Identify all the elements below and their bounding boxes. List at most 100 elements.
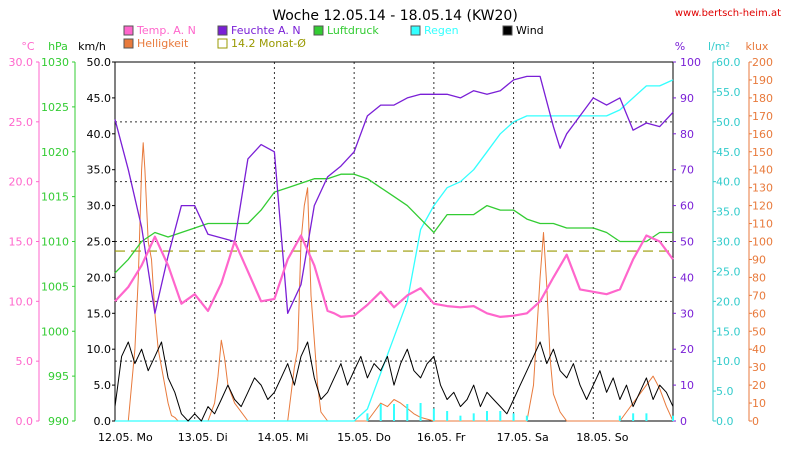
rain-bar [393, 404, 395, 421]
axis-tick-label: 1025 [41, 101, 69, 114]
axis-tick-label: 200 [752, 56, 773, 69]
axis-unit-label: °C [21, 40, 35, 53]
rain-bar [459, 415, 462, 421]
axis-tick-label: 10.0 [87, 343, 112, 356]
axis-tick-label: 60 [752, 307, 766, 320]
legend: Temp. A. N Feuchte A. N Luftdruck Regen Wind… [123, 24, 544, 50]
axis-tick-label: 50 [752, 325, 766, 338]
axis-tick-label: 30.0 [87, 200, 112, 213]
axis-tick-label: 40.0 [87, 128, 112, 141]
rain-bar [632, 413, 635, 421]
rain-bar [512, 413, 515, 421]
axis-tick-label: 20.0 [716, 295, 741, 308]
axis-tick-label: 20.0 [9, 176, 34, 189]
axis-tick-label: 20 [680, 343, 694, 356]
x-tick-label: 14.05. Mi [257, 431, 308, 444]
rain-bar [672, 415, 674, 421]
rain-bar [499, 411, 502, 421]
axis-unit-label: % [675, 40, 685, 53]
legend-label: Luftdruck [327, 24, 379, 37]
series-line-luftdruck [114, 173, 673, 274]
axis-tick-label: 70 [752, 289, 766, 302]
axis-tick-label: 55.0 [716, 86, 741, 99]
axis-tick-label: 90 [680, 92, 694, 105]
axis-tick-label: 10 [680, 379, 694, 392]
axis-tick-label: 1000 [41, 325, 69, 338]
x-tick-label: 16.05. Fr [417, 431, 466, 444]
legend-label: Wind [516, 24, 544, 37]
axis-tick-label: 130 [752, 182, 773, 195]
x-tick-label: 17.05. Sa [497, 431, 549, 444]
chart-title: Woche 12.05.14 - 18.05.14 (KW20) [272, 8, 518, 24]
axis-tick-label: 50 [680, 236, 694, 249]
axis-tick-label: 10.0 [716, 355, 741, 368]
legend-label: 14.2 Monat-Ø [231, 37, 306, 50]
axis-tick-label: 5.0 [16, 355, 34, 368]
axis-tick-label: 150 [752, 146, 773, 159]
axis-tick-label: 0.0 [16, 415, 34, 428]
axis-unit-label: km/h [78, 40, 106, 53]
x-tick-label: 13.05. Di [178, 431, 228, 444]
series-line-wind [114, 341, 674, 422]
axis-tick-label: 80 [752, 271, 766, 284]
axis-tick-label: 995 [48, 370, 69, 383]
axis-tick-label: 25.0 [716, 265, 741, 278]
axis-tick-label: 40 [680, 271, 694, 284]
axis-tick-label: 80 [680, 128, 694, 141]
rain-bar [525, 415, 528, 421]
axis-unit-label: klux [746, 40, 769, 53]
axis-tick-label: 15.0 [9, 236, 34, 249]
axis-tick-label: 20 [752, 379, 766, 392]
axis-tick-label: 0.0 [716, 415, 734, 428]
axis-tick-label: 15.0 [716, 325, 741, 338]
rain-bar [432, 408, 435, 421]
legend-swatch [313, 25, 324, 36]
grid [115, 62, 673, 421]
axis-tick-label: 100 [752, 236, 773, 249]
axis-tick-label: 60.0 [716, 56, 741, 69]
axis-tick-label: 30.0 [716, 236, 741, 249]
axis-tick-label: 20.0 [87, 271, 112, 284]
axis-tick-label: 10 [752, 397, 766, 410]
legend-swatch [123, 38, 134, 49]
axis-tick-label: 25.0 [87, 236, 112, 249]
legend-label: Regen [424, 24, 459, 37]
axis-tick-label: 35.0 [87, 164, 112, 177]
rain-bar [446, 411, 449, 421]
axis-tick-label: 1030 [41, 56, 69, 69]
legend-label: Temp. A. N [136, 24, 196, 37]
legend-swatch [217, 25, 228, 36]
axis-tick-label: 0 [752, 415, 759, 428]
x-tick-label: 18.05. So [576, 431, 628, 444]
rain-bar [419, 403, 422, 421]
axis-tick-label: 1005 [41, 280, 69, 293]
axis-tick-label: 10.0 [9, 295, 34, 308]
rain-bar [472, 413, 475, 421]
legend-swatch [217, 38, 228, 49]
axis-tick-label: 120 [752, 200, 773, 213]
rain-bar [379, 404, 382, 421]
rain-bar [366, 413, 369, 421]
axis-tick-label: 15.0 [87, 307, 112, 320]
axis-tick-label: 25.0 [9, 116, 34, 129]
axis-tick-label: 100 [680, 56, 701, 69]
axis-tick-label: 110 [752, 218, 773, 231]
rain-bar [406, 404, 409, 421]
axis-tick-label: 1020 [41, 146, 69, 159]
x-tick-label: 12.05. Mo [98, 431, 153, 444]
axis-tick-label: 60 [680, 200, 694, 213]
legend-label: Helligkeit [137, 37, 189, 50]
axis-tick-label: 30.0 [9, 56, 34, 69]
series-line-feuchte-a-n [114, 75, 674, 314]
axis-tick-label: 70 [680, 164, 694, 177]
axis-tick-label: 30 [752, 361, 766, 374]
axis-tick-label: 170 [752, 110, 773, 123]
axis-tick-label: 0.0 [94, 415, 112, 428]
axis-tick-label: 50.0 [87, 56, 112, 69]
axis-tick-label: 50.0 [716, 116, 741, 129]
x-tick-label: 15.05. Do [337, 431, 391, 444]
axis-tick-label: 40.0 [716, 176, 741, 189]
axis-tick-label: 190 [752, 74, 773, 87]
